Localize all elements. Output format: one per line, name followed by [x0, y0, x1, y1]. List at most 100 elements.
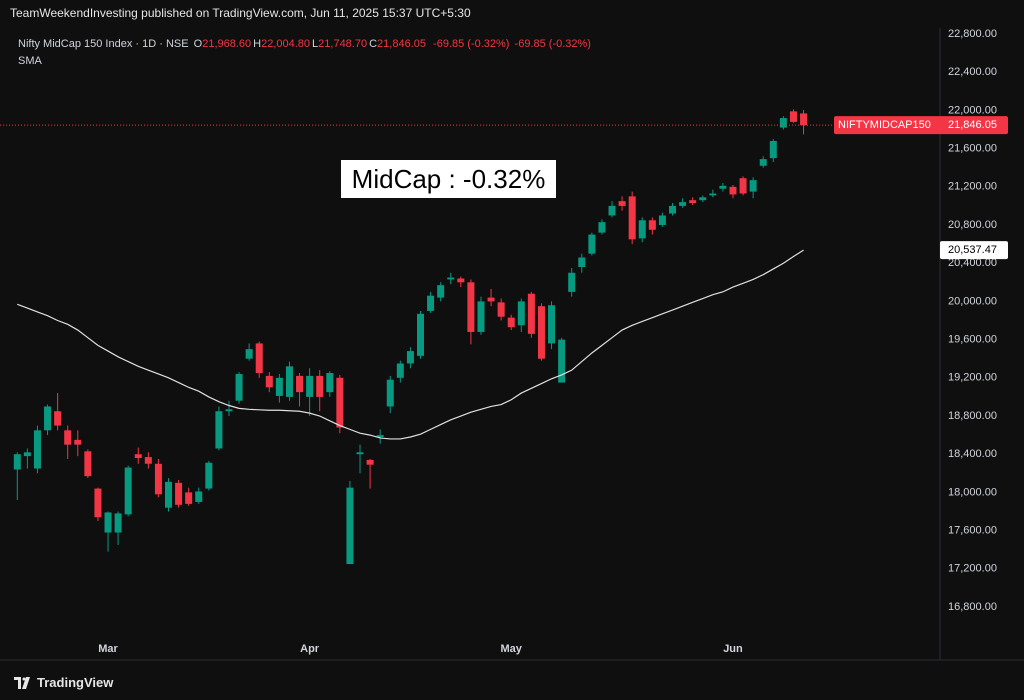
candle-body [719, 185, 727, 189]
candle-body [346, 487, 354, 565]
candle-body [658, 215, 666, 226]
ohlc-key: L [312, 38, 319, 50]
candle-body [396, 363, 404, 378]
y-tick-label: 22,000.00 [948, 104, 997, 116]
candle-body [729, 186, 737, 195]
y-tick-label: 20,400.00 [948, 257, 997, 269]
candle-body [417, 313, 424, 356]
candle-body [185, 492, 193, 504]
candle-body [588, 234, 596, 254]
candle-body [638, 220, 646, 239]
candle-body [316, 375, 324, 397]
candle-body [114, 513, 122, 533]
symbol: Nifty MidCap 150 Index · 1D · NSE [18, 38, 189, 50]
candle-body [205, 462, 213, 489]
candle-body [598, 222, 606, 233]
footer: TradingView [14, 675, 113, 690]
candle-body [175, 482, 183, 505]
x-tick-label: Jun [723, 643, 743, 655]
ohlc-value: 22,004.80 [261, 38, 311, 50]
candle-body [64, 430, 72, 445]
sma-last-label: 20,537.47 [948, 244, 997, 256]
candle-body [245, 349, 253, 359]
y-tick-label: 16,800.00 [948, 601, 997, 613]
candle-body [376, 435, 384, 438]
candle-body [537, 306, 545, 359]
logo [14, 676, 30, 689]
candle-body [477, 301, 485, 332]
last-price-label: 21,846.05 [948, 119, 997, 131]
chart-bg [0, 28, 1024, 700]
candle-body [94, 488, 102, 518]
candle-body [406, 351, 414, 364]
candle-body [648, 220, 656, 230]
candle-body [44, 406, 52, 431]
candle-body [134, 454, 142, 459]
candle-body [749, 180, 757, 192]
candle-body [618, 201, 626, 206]
candle-body [487, 297, 495, 302]
candle-body [154, 463, 162, 495]
candle-body [689, 200, 697, 204]
candle-body [608, 205, 616, 216]
candle-body [568, 272, 576, 292]
candle-body [13, 454, 21, 470]
candle-body [709, 193, 717, 196]
candle-body [104, 512, 112, 533]
candle-body [679, 202, 687, 206]
candle-body [33, 430, 41, 469]
y-tick-label: 18,800.00 [948, 410, 997, 422]
ohlc-value: 21,748.70 [318, 38, 368, 50]
candle-body [215, 411, 223, 449]
y-tick-label: 18,400.00 [948, 448, 997, 460]
candle-body [356, 452, 364, 455]
candle-body [759, 159, 767, 166]
x-tick-label: Apr [300, 643, 320, 655]
x-tick-label: Mar [98, 643, 118, 655]
candle-body [800, 113, 808, 126]
candle-body [558, 339, 566, 383]
candle-body [517, 301, 525, 326]
candle-body [578, 257, 586, 268]
candle-body [366, 459, 374, 465]
candle-body [447, 277, 455, 280]
x-tick-label: May [501, 643, 523, 655]
candle-body [669, 205, 676, 214]
candle-body [789, 111, 797, 122]
candle-body [437, 285, 445, 298]
sma-tag-bg [940, 241, 1008, 260]
change: -69.85 (-0.32%) [433, 38, 510, 50]
candle-body [326, 373, 334, 393]
candle-body [165, 481, 172, 508]
y-tick-label: 20,000.00 [948, 295, 997, 307]
candle-body [296, 375, 304, 393]
y-tick-label: 21,600.00 [948, 143, 997, 155]
y-tick-label: 19,600.00 [948, 334, 997, 346]
indicator: SMA [18, 55, 42, 67]
candle-body [144, 457, 152, 464]
legend: Nifty MidCap 150 Index · 1D · NSE O21,96… [18, 38, 593, 50]
candle-body [235, 373, 243, 401]
candle-body [74, 439, 82, 445]
ohlc-key: C [369, 38, 378, 50]
candle-body [467, 282, 475, 332]
candle-body [386, 379, 394, 407]
y-tick-label: 20,800.00 [948, 219, 997, 231]
candle-body [285, 366, 293, 397]
candle-body [699, 197, 707, 201]
change: -69.85 (-0.32%) [514, 38, 591, 50]
candle-body [739, 178, 747, 194]
ohlc: O21,968.60 H22,004.80 L21,748.70 C21,846.05 [194, 38, 428, 50]
candle-body [779, 118, 787, 128]
candle-body [255, 343, 263, 374]
y-tick-label: 22,800.00 [948, 28, 997, 40]
sma-line [17, 249, 804, 440]
candle-body [427, 295, 435, 311]
header: TeamWeekendInvesting published on Tradin… [10, 6, 471, 20]
brand: TradingView [37, 675, 114, 690]
candle-body [457, 278, 465, 283]
ohlc-key: O [193, 38, 203, 50]
candle-body [628, 196, 636, 240]
